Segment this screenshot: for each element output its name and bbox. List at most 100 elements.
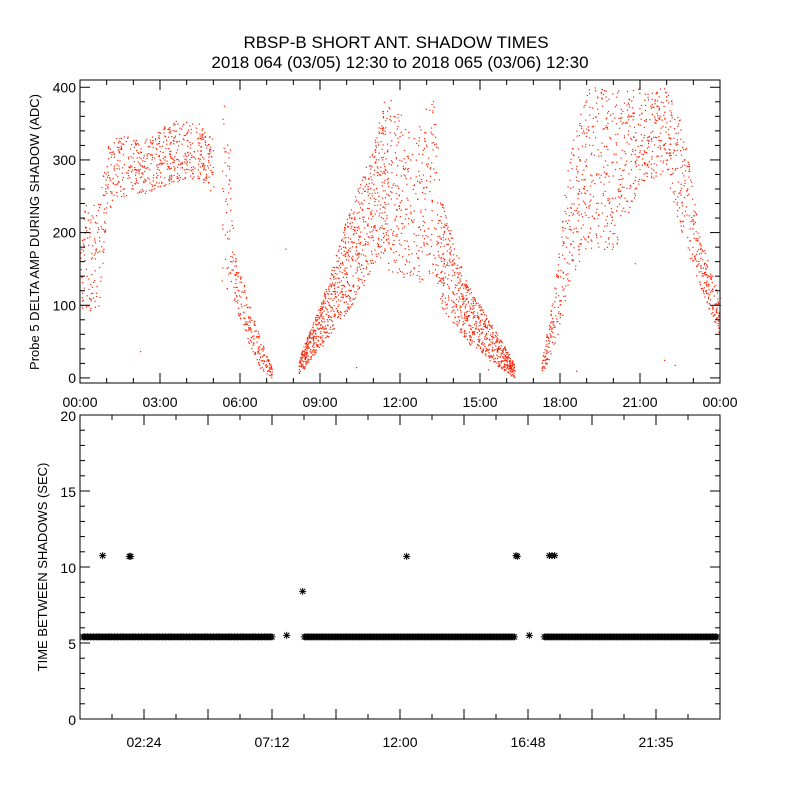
data-point	[250, 328, 252, 330]
data-point	[117, 142, 120, 144]
data-point	[322, 306, 324, 308]
data-point	[375, 149, 377, 151]
data-point	[608, 237, 610, 239]
data-point	[324, 295, 326, 297]
data-point	[496, 339, 498, 341]
data-point	[430, 245, 432, 248]
data-point	[413, 185, 415, 187]
data-point	[404, 208, 407, 210]
data-point	[369, 211, 372, 213]
data-point	[354, 218, 356, 220]
data-point	[368, 202, 370, 204]
data-point	[693, 220, 695, 222]
data-point	[400, 131, 402, 133]
data-point	[607, 122, 609, 125]
data-point	[687, 247, 689, 249]
data-point	[332, 309, 334, 311]
data-point	[359, 241, 362, 244]
data-point	[418, 250, 420, 252]
data-point	[654, 100, 656, 102]
data-point	[403, 149, 405, 151]
data-point	[629, 99, 631, 101]
data-point	[648, 140, 650, 143]
data-point	[423, 148, 425, 150]
data-point	[384, 228, 386, 230]
data-point	[487, 338, 489, 340]
data-point	[174, 135, 176, 137]
data-point	[604, 190, 606, 192]
data-point	[504, 346, 506, 348]
data-point	[86, 275, 88, 277]
data-point	[344, 246, 346, 248]
data-point	[547, 346, 549, 348]
data-point	[125, 140, 127, 143]
data-point	[511, 373, 513, 376]
data-point	[442, 253, 444, 255]
data-point	[702, 275, 704, 277]
data-point	[151, 159, 153, 161]
data-point	[98, 203, 100, 206]
data-point	[671, 103, 673, 105]
data-point	[158, 137, 161, 140]
data-point	[442, 204, 444, 206]
data-point	[189, 159, 191, 161]
data-point	[143, 155, 145, 157]
data-point	[313, 330, 316, 332]
data-point	[235, 279, 237, 281]
data-point	[580, 239, 582, 241]
data-point	[542, 360, 544, 362]
data-point	[240, 277, 242, 279]
data-point	[328, 287, 330, 289]
data-point	[302, 367, 304, 369]
data-point	[491, 327, 493, 329]
data-point	[107, 158, 110, 160]
data-point	[584, 104, 586, 106]
data-point	[548, 324, 551, 327]
data-point	[314, 350, 316, 352]
data-point	[312, 330, 314, 332]
data-point	[639, 124, 641, 126]
data-point	[606, 145, 608, 148]
data-point	[503, 369, 505, 371]
data-point	[154, 157, 156, 159]
data-point	[705, 271, 707, 273]
data-point	[407, 223, 410, 225]
data-point	[113, 169, 116, 171]
data-point	[573, 247, 575, 249]
data-point	[372, 239, 375, 241]
data-point	[394, 152, 396, 154]
data-point	[485, 349, 487, 352]
data-point	[255, 330, 257, 332]
data-point	[485, 326, 487, 328]
data-point	[379, 174, 381, 176]
data-point	[447, 295, 450, 297]
data-point	[464, 307, 466, 309]
data-point	[119, 141, 121, 143]
data-point	[507, 368, 509, 370]
data-point	[202, 133, 204, 135]
data-point	[409, 272, 411, 274]
data-point	[475, 323, 477, 325]
data-point	[628, 104, 630, 106]
data-point	[420, 211, 422, 213]
data-point	[582, 200, 584, 202]
data-point	[105, 179, 107, 181]
data-point	[704, 272, 706, 274]
data-point	[375, 144, 377, 147]
data-point	[269, 371, 271, 373]
data-point	[408, 217, 410, 219]
data-point	[700, 245, 702, 247]
data-point	[459, 280, 461, 282]
data-point	[592, 131, 595, 133]
data-point	[571, 168, 573, 170]
data-point	[459, 328, 462, 330]
data-point	[420, 246, 422, 249]
data-point	[656, 120, 658, 122]
data-point	[371, 179, 373, 181]
data-point	[488, 343, 490, 345]
data-point	[656, 155, 658, 157]
data-point	[146, 167, 148, 169]
data-point	[716, 317, 718, 319]
data-point	[199, 158, 201, 160]
data-point	[374, 139, 376, 141]
